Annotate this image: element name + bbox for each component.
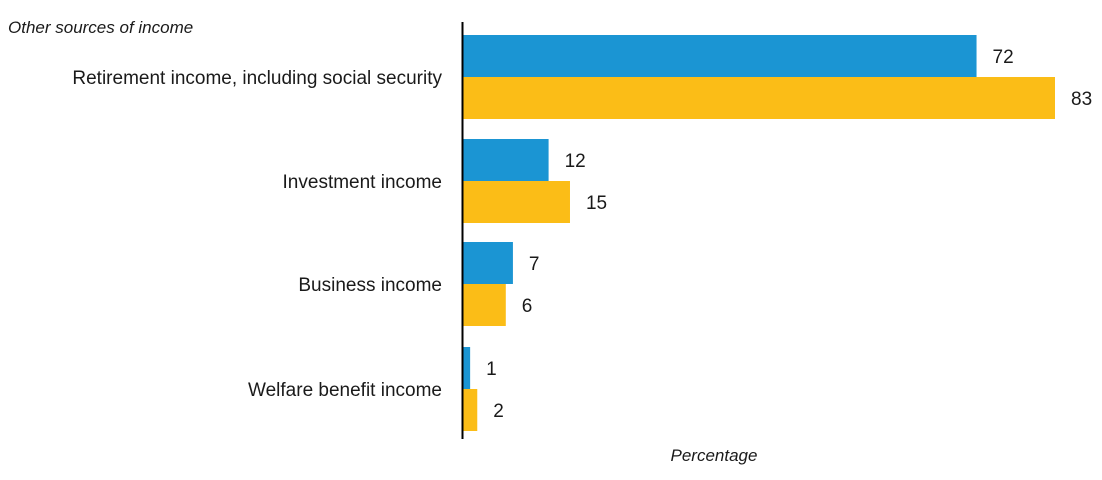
data-label: 12: [565, 151, 586, 172]
labels-layer: Retirement income, including social secu…: [72, 47, 1092, 422]
bars-layer: [463, 35, 1055, 431]
x-axis-label: Percentage: [671, 446, 758, 465]
data-label: 15: [586, 193, 607, 214]
bar: [463, 139, 549, 181]
data-label: 6: [522, 296, 533, 317]
category-label: Retirement income, including social secu…: [72, 68, 442, 89]
bar: [463, 77, 1055, 119]
data-label: 83: [1071, 89, 1092, 110]
bar: [463, 181, 570, 223]
category-label: Welfare benefit income: [248, 380, 442, 401]
data-label: 7: [529, 254, 540, 275]
bar: [463, 242, 513, 284]
bar: [463, 35, 977, 77]
data-label: 2: [493, 401, 504, 422]
category-label: Investment income: [283, 172, 442, 193]
data-label: 72: [993, 47, 1014, 68]
category-label: Business income: [298, 275, 442, 296]
chart-title: Other sources of income: [8, 18, 193, 37]
bar: [463, 347, 471, 389]
bar: [463, 284, 506, 326]
bar: [463, 389, 478, 431]
data-label: 1: [486, 359, 497, 380]
